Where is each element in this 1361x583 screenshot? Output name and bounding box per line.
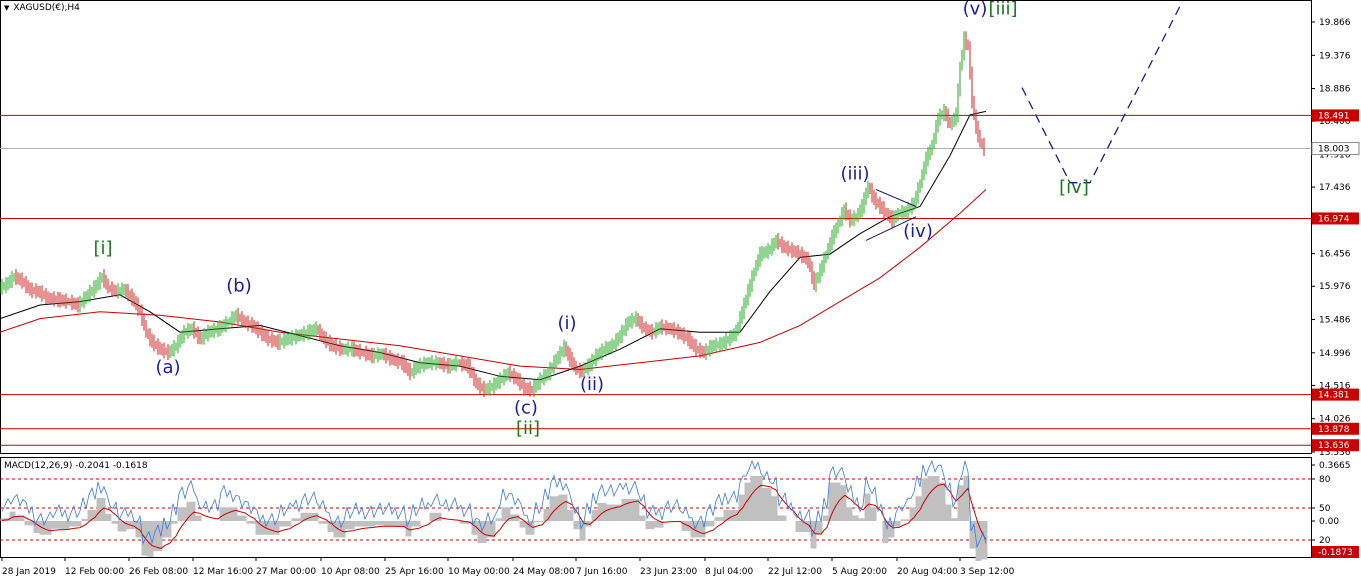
macd-tick-label: 50 [1319,504,1331,514]
main-panel [0,0,1312,454]
price-tick-label: 13.536 [1319,448,1351,458]
level-label: 13.878 [1318,425,1350,435]
time-tick-label: 7 Jun 16:00 [576,567,628,577]
dropdown-arrow-icon: ▼ [4,4,10,12]
macd-tick-label: 20 [1319,536,1331,546]
time-tick-label: 26 Feb 08:00 [129,567,188,577]
wave-label: (iv) [903,221,933,242]
level-label-box [1312,422,1359,435]
level-label-box [1312,212,1359,225]
time-tick-label: 23 Jun 23:00 [640,567,697,577]
main-frame [0,0,1312,454]
level-label-box [1312,388,1359,401]
macd-tick-label: 0.3665 [1319,461,1351,471]
wave-label: (ii) [580,374,604,395]
level-label-box [1311,142,1360,156]
level-label: 13.636 [1318,441,1350,451]
macd-panel: MACD(12,26,9) -0.2041 -0.1618 0.3665 80 50 0… [0,457,1359,561]
wave-label: (iii) [840,163,869,184]
price-tick-label: 17.916 [1319,150,1351,160]
level-label: 18.003 [1318,145,1350,155]
projection-path [1021,5,1181,184]
price-tick-label: 14.026 [1319,415,1351,425]
price-tick-label: 14.996 [1319,349,1351,359]
wave-label: (c) [514,398,538,419]
time-tick-label: 22 Jul 12:00 [768,567,822,577]
time-tick-label: 27 Mar 00:00 [256,567,316,577]
time-tick-label: 5 Aug 20:00 [832,567,887,577]
price-axis: 19.866 19.376 18.886 18.406 17.916 17.436 16.9… [1311,18,1360,458]
time-axis: 28 Jan 2019 12 Feb 00:00 26 Feb 08:00 12 Ma… [1,557,1015,577]
wave-label: [iv] [1059,177,1089,198]
level-label-box [1312,109,1359,122]
price-tick-label: 18.886 [1319,85,1351,95]
price-tick-label: 14.516 [1319,381,1351,391]
wave-label: (b) [226,275,251,296]
symbol-title: XAGUSD(€),H4 [13,3,80,13]
macd-tick-label: 0.00 [1319,517,1339,527]
price-series [0,31,985,398]
wave-label: (v) [963,0,988,19]
wave-annotations: [i] (a) (b) (c)[ii] (i) (ii) (iii) (iv) (v) [iii]… [93,0,1181,439]
time-tick-label: 28 Jan 2019 [2,567,56,577]
wave-label: [iii] [988,0,1017,19]
time-tick-label: 8 Jul 04:00 [705,567,754,577]
time-tick-label: 3 Sep 12:00 [960,567,1015,577]
chart-title: ▼ XAGUSD(€),H4 [4,3,80,13]
price-tick-label: 15.976 [1319,282,1351,292]
time-tick-label: 10 May 00:00 [448,567,510,577]
macd-title: MACD(12,26,9) -0.2041 -0.1618 [4,461,148,471]
time-tick-label: 25 Apr 16:00 [385,567,444,577]
price-tick-label: 16.456 [1319,250,1351,260]
time-tick-label: 20 Aug 04:00 [897,567,958,577]
horizontal-levels [0,114,1311,446]
wave-label: (a) [155,357,180,378]
level-label-box [1312,439,1359,452]
macd-tick-label: 80 [1319,475,1331,485]
macd-signal-line [1,483,987,549]
level-label: 14.381 [1318,391,1350,401]
triangle-line [865,216,917,241]
triangle-line [875,189,917,207]
wave-label: [ii] [516,418,540,439]
time-tick-label: 12 Mar 16:00 [193,567,253,577]
level-label: 16.974 [1318,214,1350,224]
wave-label: (i) [557,313,576,334]
price-tick-label: 18.406 [1319,117,1351,127]
wave-label: [i] [93,238,112,259]
time-tick-label: 24 May 08:00 [513,567,575,577]
macd-label-box [1312,546,1359,558]
time-tick-label: 12 Feb 00:00 [65,567,124,577]
macd-oscillator-line [1,459,987,549]
price-tick-label: 19.376 [1319,51,1351,61]
price-tick-label: 17.436 [1319,183,1351,193]
price-tick-label: 15.486 [1319,316,1351,326]
level-label: 18.491 [1318,111,1350,121]
time-tick-label: 10 Apr 08:00 [321,567,380,577]
price-tick-label: 19.866 [1319,18,1351,28]
macd-tick-label: -0.1873 [1318,548,1353,558]
